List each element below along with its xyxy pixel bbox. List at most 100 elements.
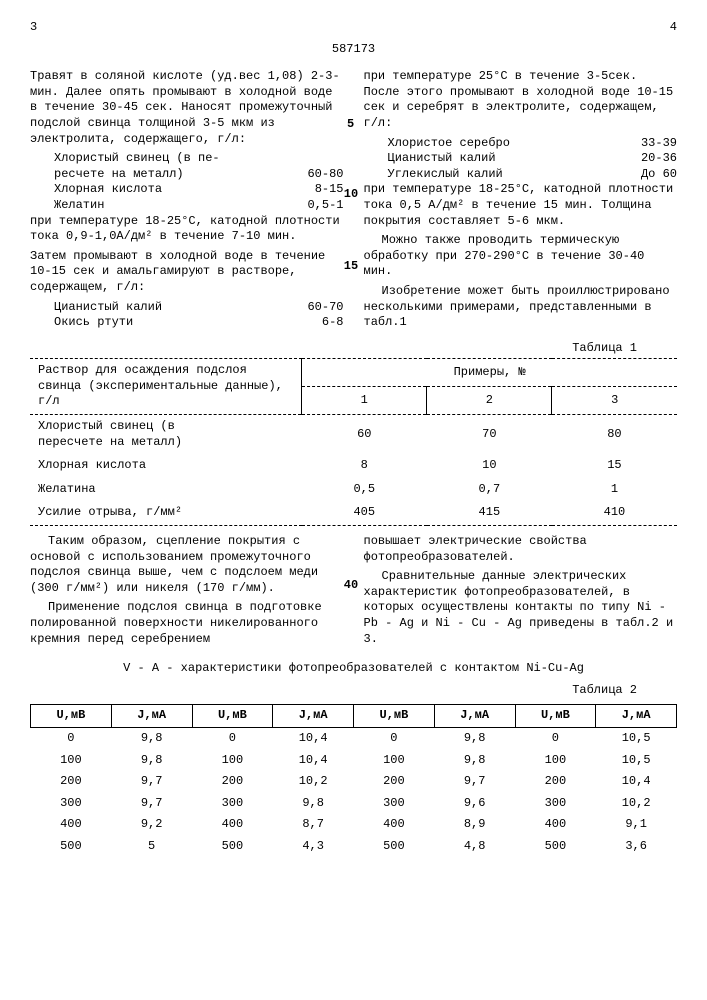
ingredient-value: 8-15 bbox=[315, 182, 344, 198]
t2-cell: 100 bbox=[354, 750, 435, 772]
t1-cell: 8 bbox=[302, 454, 427, 478]
t2-cell: 5 bbox=[111, 836, 192, 858]
t2-cell: 10,4 bbox=[596, 771, 677, 793]
left-p2: при температуре 18-25°С, катодной плотно… bbox=[30, 214, 344, 245]
right-p4: Изобретение может быть проиллюстрировано… bbox=[364, 284, 678, 331]
t1-cell: 415 bbox=[427, 501, 552, 525]
right-column: при температуре 25°С в течение 3-5сек. П… bbox=[364, 69, 678, 335]
t2-cell: 300 bbox=[192, 793, 273, 815]
t1-row-name: Хлорная кислота bbox=[30, 454, 302, 478]
ingredient-row: Цианистый калий 20-36 bbox=[364, 151, 678, 167]
t2-cell: 100 bbox=[515, 750, 596, 772]
t2-cell: 400 bbox=[515, 814, 596, 836]
t2-cell: 9,7 bbox=[434, 771, 515, 793]
t1-cell: 60 bbox=[302, 415, 427, 454]
t2-cell: 9,6 bbox=[434, 793, 515, 815]
t2-cell: 10,4 bbox=[273, 727, 354, 749]
t2-cell: 0 bbox=[515, 727, 596, 749]
t2-cell: 8,9 bbox=[434, 814, 515, 836]
t2-cell: 300 bbox=[354, 793, 435, 815]
ingredient-row: Углекислый калий До 60 bbox=[364, 167, 678, 183]
t2-header: U,мВ bbox=[515, 705, 596, 728]
t2-cell: 9,8 bbox=[273, 793, 354, 815]
left-p3: Затем промывают в холодной воде в течени… bbox=[30, 249, 344, 296]
t2-cell: 9,8 bbox=[111, 727, 192, 749]
mid-left-p1: Таким образом, сцепление покрытия с осно… bbox=[30, 534, 344, 596]
t2-header: U,мВ bbox=[354, 705, 435, 728]
table2: U,мВJ,мАU,мВJ,мАU,мВJ,мАU,мВJ,мА 09,8010… bbox=[30, 704, 677, 857]
ingredient-row: Хлористый свинец (в пе- bbox=[30, 151, 344, 167]
t2-cell: 9,8 bbox=[434, 727, 515, 749]
t2-cell: 500 bbox=[515, 836, 596, 858]
ingredient-value: 33-39 bbox=[641, 136, 677, 152]
right-p1: при температуре 25°С в течение 3-5сек. П… bbox=[364, 69, 678, 131]
t2-cell: 4,8 bbox=[434, 836, 515, 858]
ingredient-value: 0,5-1 bbox=[307, 198, 343, 214]
t1-cell: 410 bbox=[552, 501, 677, 525]
ingredient-row: ресчете на металл) 60-80 bbox=[30, 167, 344, 183]
line-marker-40: 40 bbox=[344, 578, 358, 594]
t2-header: U,мВ bbox=[192, 705, 273, 728]
ingredient-value: 60-70 bbox=[307, 300, 343, 316]
ingredient-name: Цианистый калий bbox=[54, 300, 162, 316]
t2-cell: 10,5 bbox=[596, 727, 677, 749]
ingredient-name: Окись ртути bbox=[54, 315, 133, 331]
t2-cell: 10,2 bbox=[273, 771, 354, 793]
t2-cell: 10,2 bbox=[596, 793, 677, 815]
t2-cell: 10,4 bbox=[273, 750, 354, 772]
left-column: Травят в соляной кислоте (уд.вес 1,08) 2… bbox=[30, 69, 344, 335]
ingredient-value: 60-80 bbox=[307, 167, 343, 183]
top-columns: 5 10 15 Травят в соляной кислоте (уд.вес… bbox=[30, 69, 677, 335]
t1-cell: 10 bbox=[427, 454, 552, 478]
page-right: 4 bbox=[670, 20, 677, 36]
right-p2: при температуре 18-25°С, катодной плотно… bbox=[364, 182, 678, 229]
t2-cell: 300 bbox=[31, 793, 112, 815]
t2-header: J,мА bbox=[273, 705, 354, 728]
t2-cell: 200 bbox=[31, 771, 112, 793]
t2-header: J,мА bbox=[434, 705, 515, 728]
t1-cell: 0,5 bbox=[302, 478, 427, 502]
mid-right-column: повышает электрические свойства фотопрео… bbox=[364, 534, 678, 651]
t2-cell: 0 bbox=[354, 727, 435, 749]
ingredient-row: Окись ртути 6-8 bbox=[30, 315, 344, 331]
t1-header-left: Раствор для осаждения подслоя свинца (эк… bbox=[30, 359, 302, 414]
t2-cell: 200 bbox=[354, 771, 435, 793]
left-p1: Травят в соляной кислоте (уд.вес 1,08) 2… bbox=[30, 69, 344, 147]
mid-left-column: Таким образом, сцепление покрытия с осно… bbox=[30, 534, 344, 651]
t1-row-name: Усилие отрыва, г/мм² bbox=[30, 501, 302, 525]
t1-cell: 405 bbox=[302, 501, 427, 525]
t2-cell: 3,6 bbox=[596, 836, 677, 858]
ingredient-row: Хлористое серебро 33-39 bbox=[364, 136, 678, 152]
ingredient-name: ресчете на металл) bbox=[54, 167, 184, 183]
t1-col: 2 bbox=[427, 387, 552, 415]
page-numbers: 3 4 bbox=[30, 20, 677, 36]
table1-label: Таблица 1 bbox=[30, 341, 637, 357]
t1-cell: 15 bbox=[552, 454, 677, 478]
ingredient-name: Желатин bbox=[54, 198, 104, 214]
table2-caption: V - A - характеристики фотопреобразовате… bbox=[30, 661, 677, 677]
t2-cell: 4,3 bbox=[273, 836, 354, 858]
page-left: 3 bbox=[30, 20, 37, 36]
t1-header-right: Примеры, № bbox=[302, 359, 677, 386]
t2-cell: 100 bbox=[192, 750, 273, 772]
t2-cell: 500 bbox=[192, 836, 273, 858]
t2-cell: 8,7 bbox=[273, 814, 354, 836]
t2-cell: 0 bbox=[31, 727, 112, 749]
mid-columns: 40 Таким образом, сцепление покрытия с о… bbox=[30, 534, 677, 651]
t1-col: 3 bbox=[552, 387, 677, 415]
ingredient-value: 6-8 bbox=[322, 315, 344, 331]
document-number: 587173 bbox=[30, 42, 677, 58]
ingredient-row: Желатин 0,5-1 bbox=[30, 198, 344, 214]
ingredient-name: Цианистый калий bbox=[388, 151, 496, 167]
t2-cell: 9,1 bbox=[596, 814, 677, 836]
t1-col: 1 bbox=[302, 387, 427, 415]
t1-cell: 80 bbox=[552, 415, 677, 454]
ingredient-row: Цианистый калий 60-70 bbox=[30, 300, 344, 316]
t2-header: J,мА bbox=[596, 705, 677, 728]
t2-cell: 10,5 bbox=[596, 750, 677, 772]
ingredient-name: Хлорная кислота bbox=[54, 182, 162, 198]
line-marker-5: 5 bbox=[347, 117, 354, 133]
ingredient-value: 20-36 bbox=[641, 151, 677, 167]
right-p3: Можно также проводить термическую обрабо… bbox=[364, 233, 678, 280]
mid-left-p2: Применение подслоя свинца в подготовке п… bbox=[30, 600, 344, 647]
